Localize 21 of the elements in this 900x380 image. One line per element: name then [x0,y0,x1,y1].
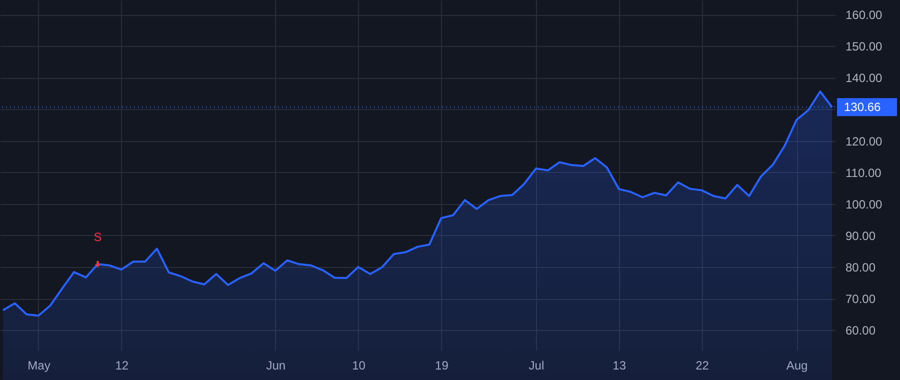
y-tick-label: 140.00 [846,71,883,86]
annotation: S [94,230,102,244]
x-tick-label: Jun [266,358,286,372]
x-tick-label: Jul [528,358,544,372]
ref-line-label: 130.66 [844,100,882,114]
y-tick-label: 80.00 [846,260,876,274]
x-tick-label: 12 [115,358,129,372]
y-tick-label: 90.00 [846,228,876,243]
x-tick-label: 22 [696,358,710,372]
x-tick-label: Aug [786,358,808,372]
y-tick-label: 60.00 [846,324,876,338]
y-tick-label: 160.00 [846,8,883,22]
y-tick-label: 70.00 [846,292,876,306]
x-tick-label: 10 [352,358,366,372]
x-tick-label: May [28,358,50,372]
x-tick-label: 13 [612,358,626,372]
y-tick-label: 150.00 [846,40,883,54]
y-tick-label: 120.00 [846,134,883,148]
x-tick-label: 19 [435,358,449,372]
y-tick-label: 100.00 [846,197,883,212]
y-tick-label: 110.00 [846,166,882,180]
